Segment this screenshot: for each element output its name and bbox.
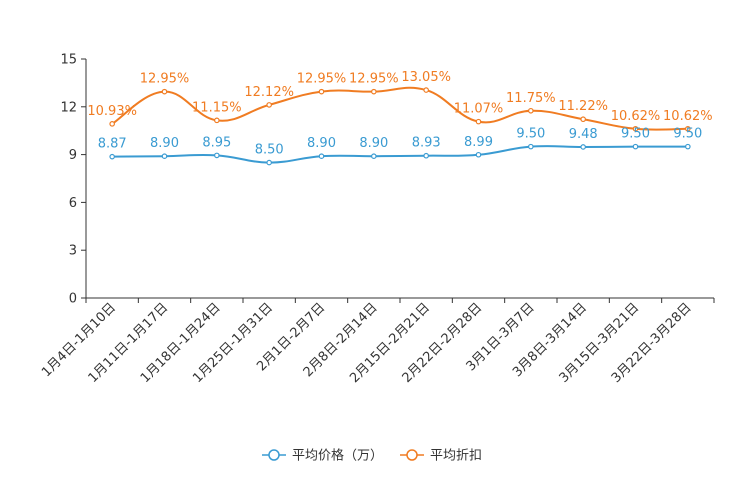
data-label: 8.50 xyxy=(255,143,284,158)
data-label: 11.22% xyxy=(558,99,608,114)
data-label: 13.05% xyxy=(401,70,451,85)
data-point xyxy=(266,102,272,108)
axes: 036912151月4日-1月10日1月11日-1月17日1月18日-1月24日… xyxy=(39,53,715,386)
data-label: 10.93% xyxy=(87,104,137,119)
y-tick-label: 6 xyxy=(69,196,77,211)
data-label: 8.99 xyxy=(464,135,493,150)
data-point xyxy=(632,143,639,150)
data-point xyxy=(685,125,691,132)
data-label: 10.62% xyxy=(663,109,713,124)
data-label: 10.62% xyxy=(611,109,661,124)
series-points xyxy=(109,87,691,166)
y-tick-label: 9 xyxy=(69,148,77,163)
data-point xyxy=(266,159,272,166)
data-label: 11.07% xyxy=(454,102,504,117)
data-label: 12.95% xyxy=(349,72,399,87)
data-point xyxy=(423,87,429,93)
data-point xyxy=(161,153,168,159)
data-label: 11.15% xyxy=(192,100,242,115)
data-label: 12.12% xyxy=(244,85,294,100)
data-point xyxy=(161,88,168,95)
data-point xyxy=(371,88,377,95)
data-point xyxy=(528,143,534,150)
data-point xyxy=(632,125,639,132)
data-label: 8.90 xyxy=(359,136,388,151)
data-label: 8.87 xyxy=(98,137,127,152)
data-point xyxy=(528,107,534,114)
data-point xyxy=(475,151,482,158)
data-point xyxy=(580,116,586,123)
data-point xyxy=(371,153,377,159)
data-label: 12.95% xyxy=(140,72,190,87)
data-label: 12.95% xyxy=(297,72,347,87)
legend: 平均价格（万） 平均折扣 xyxy=(262,448,482,464)
data-label: 8.90 xyxy=(150,136,179,151)
data-point xyxy=(580,144,586,150)
data-label: 8.93 xyxy=(412,136,441,151)
data-label: 9.50 xyxy=(621,127,650,142)
data-point xyxy=(423,152,429,159)
data-point xyxy=(475,118,482,125)
data-point xyxy=(685,143,691,150)
y-tick-label: 0 xyxy=(69,292,77,307)
series-line-0 xyxy=(112,145,688,164)
data-label: 11.75% xyxy=(506,91,556,106)
data-point xyxy=(214,152,220,159)
data-point xyxy=(318,153,325,159)
legend-label: 平均折扣 xyxy=(430,449,482,464)
data-label: 8.90 xyxy=(307,136,336,151)
legend-marker xyxy=(268,449,280,461)
y-tick-label: 3 xyxy=(69,244,77,259)
data-label: 8.95 xyxy=(202,135,231,150)
legend-label: 平均价格（万） xyxy=(292,448,383,464)
data-label: 9.48 xyxy=(569,127,598,142)
data-point xyxy=(109,121,115,127)
y-tick-label: 12 xyxy=(60,100,77,115)
data-point xyxy=(318,88,325,95)
data-label: 9.50 xyxy=(673,127,702,142)
data-label: 9.50 xyxy=(516,127,545,142)
legend-marker xyxy=(406,449,418,461)
data-point xyxy=(109,153,115,160)
data-point xyxy=(214,117,220,124)
y-tick-label: 15 xyxy=(60,53,77,68)
data-labels: 8.87 8.90 8.95 8.50 8.90 8.90 8.93 8.99 9.50 9.48… xyxy=(87,70,712,157)
